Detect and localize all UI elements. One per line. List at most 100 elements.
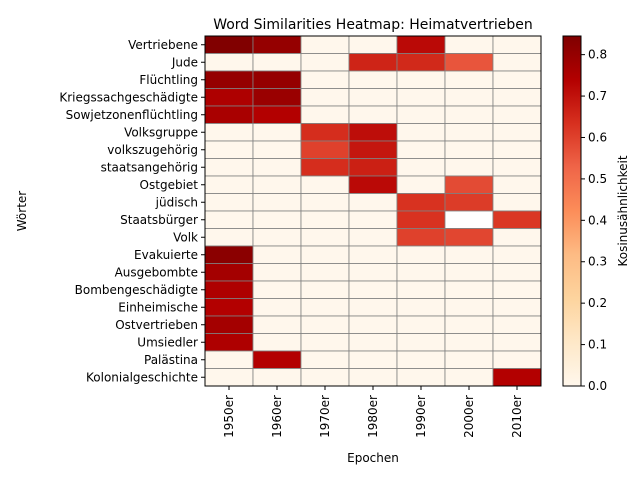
heatmap-cell <box>396 35 446 54</box>
heatmap-cell <box>252 53 302 72</box>
heatmap-cell <box>204 158 254 177</box>
heatmap-cell <box>252 175 302 194</box>
heatmap-cell <box>492 70 542 89</box>
heatmap-cell <box>492 140 542 159</box>
y-tick-label: Kriegssachgeschädigte <box>59 90 198 104</box>
heatmap-cell <box>348 53 398 72</box>
y-tick-label: Ausgebombte <box>115 265 198 279</box>
heatmap-cell <box>348 193 398 212</box>
heatmap-cell <box>252 263 302 282</box>
heatmap-cell <box>348 263 398 282</box>
heatmap-cells <box>204 35 542 387</box>
heatmap-cell <box>204 175 254 194</box>
heatmap-cell <box>252 350 302 369</box>
heatmap-cell <box>396 350 446 369</box>
heatmap-cell <box>348 368 398 387</box>
heatmap-cell <box>300 245 350 264</box>
heatmap-cell <box>300 53 350 72</box>
heatmap-cell <box>300 140 350 159</box>
colorbar-tick-label: 0.2 <box>588 296 607 310</box>
heatmap-cell <box>204 280 254 299</box>
heatmap-cell <box>396 280 446 299</box>
x-tick-label: 2000er <box>462 395 476 438</box>
heatmap-cell <box>444 105 494 124</box>
y-tick-label: Flüchtling <box>139 73 198 87</box>
heatmap-cell <box>252 368 302 387</box>
heatmap-cell <box>348 350 398 369</box>
colorbar-tick-label: 0.0 <box>588 379 607 393</box>
heatmap-cell <box>444 210 494 229</box>
heatmap-cell <box>348 298 398 317</box>
y-tick-label: Volksgruppe <box>124 125 198 139</box>
heatmap-cell <box>492 350 542 369</box>
y-tick-label: Einheimische <box>118 300 198 314</box>
heatmap-cell <box>204 298 254 317</box>
y-tick-label: Evakuierte <box>134 248 198 262</box>
heatmap-cell <box>444 350 494 369</box>
heatmap-cell <box>252 280 302 299</box>
y-tick-label: Umsiedler <box>137 335 198 349</box>
heatmap-cell <box>252 140 302 159</box>
heatmap-cell <box>492 210 542 229</box>
heatmap-cell <box>204 105 254 124</box>
heatmap-cell <box>348 123 398 142</box>
colorbar-tick-label: 0.6 <box>588 130 607 144</box>
heatmap-cell <box>348 245 398 264</box>
heatmap-cell <box>492 263 542 282</box>
heatmap-cell <box>252 245 302 264</box>
colorbar-tick-label: 0.3 <box>588 255 607 269</box>
heatmap-cell <box>444 228 494 247</box>
colorbar-tick-label: 0.8 <box>588 48 607 62</box>
chart-title: Word Similarities Heatmap: Heimatvertrie… <box>213 17 533 33</box>
heatmap-cell <box>204 368 254 387</box>
heatmap-cell <box>300 210 350 229</box>
heatmap-cell <box>444 368 494 387</box>
y-tick-label: Ostgebiet <box>140 178 199 192</box>
x-tick-label: 1970er <box>318 395 332 438</box>
heatmap-cell <box>492 245 542 264</box>
x-tick-label: 1990er <box>414 395 428 438</box>
heatmap-cell <box>444 88 494 107</box>
heatmap-cell <box>492 123 542 142</box>
heatmap-cell <box>204 70 254 89</box>
heatmap-cell <box>444 263 494 282</box>
heatmap-cell <box>204 88 254 107</box>
heatmap-cell <box>252 298 302 317</box>
y-tick-label: Vertriebene <box>128 38 198 52</box>
y-tick-label: Sowjetzonenflüchtling <box>66 108 198 122</box>
heatmap-cell <box>204 140 254 159</box>
heatmap-cell <box>396 193 446 212</box>
heatmap-cell <box>300 88 350 107</box>
heatmap-cell <box>204 350 254 369</box>
y-axis-label: Wörter <box>15 191 29 232</box>
heatmap-cell <box>492 105 542 124</box>
colorbar <box>562 35 582 387</box>
heatmap-cell <box>492 158 542 177</box>
heatmap-cell <box>300 193 350 212</box>
heatmap-cell <box>204 245 254 264</box>
heatmap-cell <box>348 70 398 89</box>
heatmap-cell <box>252 228 302 247</box>
heatmap-cell <box>300 70 350 89</box>
heatmap-cell <box>204 53 254 72</box>
heatmap-cell <box>396 245 446 264</box>
heatmap-cell <box>252 158 302 177</box>
heatmap-cell <box>396 298 446 317</box>
heatmap-cell <box>492 298 542 317</box>
x-tick-label: 1980er <box>366 395 380 438</box>
heatmap-cell <box>396 175 446 194</box>
heatmap-cell <box>444 298 494 317</box>
heatmap-cell <box>300 298 350 317</box>
heatmap-cell <box>396 263 446 282</box>
heatmap-cell <box>252 193 302 212</box>
heatmap-cell <box>204 210 254 229</box>
heatmap-cell <box>252 123 302 142</box>
colorbar-tick-label: 0.7 <box>588 89 607 103</box>
y-tick-label: volkszugehörig <box>107 143 198 157</box>
heatmap-cell <box>300 263 350 282</box>
heatmap-cell <box>396 210 446 229</box>
colorbar-ticks: 0.0 0.1 0.2 0.3 0.4 0.5 0.6 0.7 0.8 <box>581 48 607 393</box>
heatmap-cell <box>300 175 350 194</box>
heatmap-cell <box>300 350 350 369</box>
